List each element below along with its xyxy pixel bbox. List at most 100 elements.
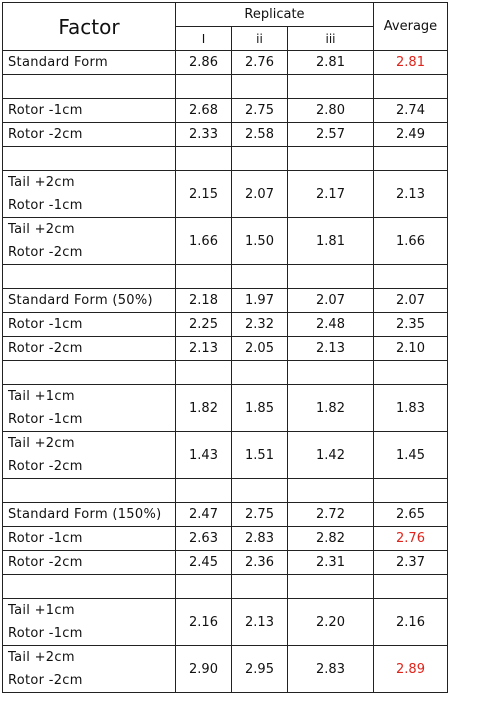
factor-cell: Tail +2cm Rotor -2cm xyxy=(2,431,176,479)
replicate-1-value: 1.82 xyxy=(175,384,232,432)
factor-label: Tail +2cm xyxy=(8,650,75,665)
replicate-3-value: 2.17 xyxy=(287,170,374,218)
table-row: Rotor -2cm 2.13 2.05 2.13 2.10 xyxy=(2,336,448,361)
empty-cell xyxy=(175,74,232,99)
replicate-1-value: 2.47 xyxy=(175,502,232,527)
average-value: 2.16 xyxy=(373,598,448,646)
replicate-1-value: 1.43 xyxy=(175,431,232,479)
spacer-row xyxy=(2,574,448,599)
factor-cell: Tail +1cm Rotor -1cm xyxy=(2,384,176,432)
empty-cell xyxy=(287,74,374,99)
replicate-3-value: 1.42 xyxy=(287,431,374,479)
factor-label: Rotor -1cm xyxy=(8,317,83,332)
spacer-row xyxy=(2,478,448,503)
table-row: Standard Form (50%) 2.18 1.97 2.07 2.07 xyxy=(2,288,448,313)
spacer-row xyxy=(2,74,448,99)
empty-cell xyxy=(175,478,232,503)
empty-cell xyxy=(373,74,448,99)
replicate-1-value: 2.15 xyxy=(175,170,232,218)
factor-header: Factor xyxy=(2,2,176,51)
factor-cell: Standard Form (150%) xyxy=(2,502,176,527)
replicate-3-value: 2.82 xyxy=(287,526,374,551)
factor-label: Rotor -2cm xyxy=(8,459,83,474)
factor-label: Rotor -1cm xyxy=(8,198,83,213)
replicate-1-value: 2.90 xyxy=(175,645,232,693)
factor-cell: Tail +1cm Rotor -1cm xyxy=(2,598,176,646)
empty-cell xyxy=(373,264,448,289)
factor-cell: Rotor -1cm xyxy=(2,98,176,123)
factor-label: Rotor -2cm xyxy=(8,341,83,356)
factor-cell: Standard Form (50%) xyxy=(2,288,176,313)
empty-cell xyxy=(2,478,176,503)
replicate-3-value: 2.13 xyxy=(287,336,374,361)
replicate-2-value: 1.51 xyxy=(231,431,288,479)
empty-cell xyxy=(175,264,232,289)
empty-cell xyxy=(287,360,374,385)
replicate-3-value: 2.80 xyxy=(287,98,374,123)
empty-cell xyxy=(373,574,448,599)
spacer-row xyxy=(2,146,448,171)
average-value: 2.07 xyxy=(373,288,448,313)
average-value: 1.83 xyxy=(373,384,448,432)
empty-cell xyxy=(287,478,374,503)
factor-label: Tail +2cm xyxy=(8,436,75,451)
replicate-2-value: 2.76 xyxy=(231,50,288,75)
table-row: Rotor -2cm 2.45 2.36 2.31 2.37 xyxy=(2,550,448,575)
replicate-2-value: 2.75 xyxy=(231,502,288,527)
empty-cell xyxy=(373,478,448,503)
spacer-row xyxy=(2,360,448,385)
factor-label: Tail +1cm xyxy=(8,389,75,404)
replicate-3-value: 2.72 xyxy=(287,502,374,527)
replicate-3-value: 2.31 xyxy=(287,550,374,575)
replicate-2-value: 2.36 xyxy=(231,550,288,575)
empty-cell xyxy=(231,360,288,385)
replicate-2-value: 2.13 xyxy=(231,598,288,646)
factor-label: Tail +1cm xyxy=(8,603,75,618)
average-value: 2.10 xyxy=(373,336,448,361)
empty-cell xyxy=(373,146,448,171)
average-value: 2.65 xyxy=(373,502,448,527)
factor-label: Rotor -2cm xyxy=(8,127,83,142)
replicate-2-value: 2.95 xyxy=(231,645,288,693)
factor-label: Rotor -2cm xyxy=(8,555,83,570)
factor-cell: Rotor -2cm xyxy=(2,122,176,147)
empty-cell xyxy=(231,146,288,171)
replicate-2-value: 1.85 xyxy=(231,384,288,432)
replicate-3-value: 2.81 xyxy=(287,50,374,75)
average-value: 2.37 xyxy=(373,550,448,575)
empty-cell xyxy=(231,574,288,599)
factor-label: Rotor -1cm xyxy=(8,103,83,118)
factor-label: Rotor -1cm xyxy=(8,626,83,641)
replicate-2-header: ii xyxy=(231,26,288,51)
factor-cell: Rotor -1cm xyxy=(2,526,176,551)
empty-cell xyxy=(2,74,176,99)
table-row: Tail +1cm Rotor -1cm 1.82 1.85 1.82 1.83 xyxy=(2,384,448,432)
empty-cell xyxy=(2,264,176,289)
replicate-1-value: 1.66 xyxy=(175,217,232,265)
replicate-3-value: 2.20 xyxy=(287,598,374,646)
replicate-2-value: 2.32 xyxy=(231,312,288,337)
empty-cell xyxy=(287,264,374,289)
empty-cell xyxy=(2,574,176,599)
factor-cell: Rotor -2cm xyxy=(2,336,176,361)
empty-cell xyxy=(2,146,176,171)
table-row: Rotor -2cm 2.33 2.58 2.57 2.49 xyxy=(2,122,448,147)
table-row: Tail +2cm Rotor -2cm 1.66 1.50 1.81 1.66 xyxy=(2,217,448,265)
replicate-1-value: 2.45 xyxy=(175,550,232,575)
replicate-1-value: 2.18 xyxy=(175,288,232,313)
table-body: Standard Form 2.86 2.76 2.81 2.81 Rotor -1cm 2… xyxy=(2,50,448,693)
factor-cell: Tail +2cm Rotor -1cm xyxy=(2,170,176,218)
average-value: 2.81 xyxy=(373,50,448,75)
replicate-1-value: 2.63 xyxy=(175,526,232,551)
spacer-row xyxy=(2,264,448,289)
empty-cell xyxy=(231,74,288,99)
factor-label: Rotor -1cm xyxy=(8,412,83,427)
factor-cell: Tail +2cm Rotor -2cm xyxy=(2,217,176,265)
replicate-header: Replicate xyxy=(175,2,374,27)
replicate-1-value: 2.33 xyxy=(175,122,232,147)
replicate-2-value: 2.07 xyxy=(231,170,288,218)
replicate-2-value: 2.75 xyxy=(231,98,288,123)
factor-label: Tail +2cm xyxy=(8,175,75,190)
average-value: 2.74 xyxy=(373,98,448,123)
table-row: Standard Form (150%) 2.47 2.75 2.72 2.65 xyxy=(2,502,448,527)
